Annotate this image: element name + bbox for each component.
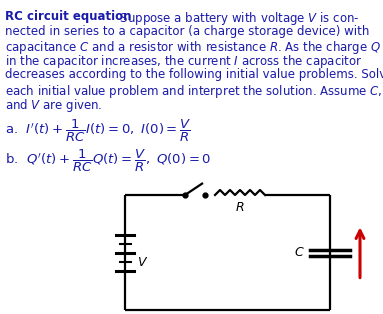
- Text: b.  $Q'(t) + \dfrac{1}{RC}Q(t) = \dfrac{V}{R},\ Q(0) = 0$: b. $Q'(t) + \dfrac{1}{RC}Q(t) = \dfrac{V…: [5, 148, 211, 174]
- Text: RC circuit equation: RC circuit equation: [5, 10, 131, 23]
- Text: Suppose a battery with voltage $V$ is con-: Suppose a battery with voltage $V$ is co…: [116, 10, 360, 27]
- Text: decreases according to the following initial value problems. Solve: decreases according to the following ini…: [5, 68, 383, 81]
- Text: capacitance $C$ and a resistor with resistance $R$. As the charge $Q$: capacitance $C$ and a resistor with resi…: [5, 39, 381, 56]
- Text: $C$: $C$: [294, 246, 305, 259]
- Text: in the capacitor increases, the current $I$ across the capacitor: in the capacitor increases, the current …: [5, 53, 362, 71]
- Text: each initial value problem and interpret the solution. Assume $C$, $R$,: each initial value problem and interpret…: [5, 83, 383, 100]
- Text: $V$: $V$: [137, 256, 148, 269]
- Text: nected in series to a capacitor (a charge storage device) with: nected in series to a capacitor (a charg…: [5, 24, 369, 37]
- Text: $R$: $R$: [235, 201, 245, 214]
- Text: and $V$ are given.: and $V$ are given.: [5, 97, 103, 114]
- Text: a.  $I'(t) + \dfrac{1}{RC}I(t) = 0,\ I(0) = \dfrac{V}{R}$: a. $I'(t) + \dfrac{1}{RC}I(t) = 0,\ I(0)…: [5, 117, 192, 143]
